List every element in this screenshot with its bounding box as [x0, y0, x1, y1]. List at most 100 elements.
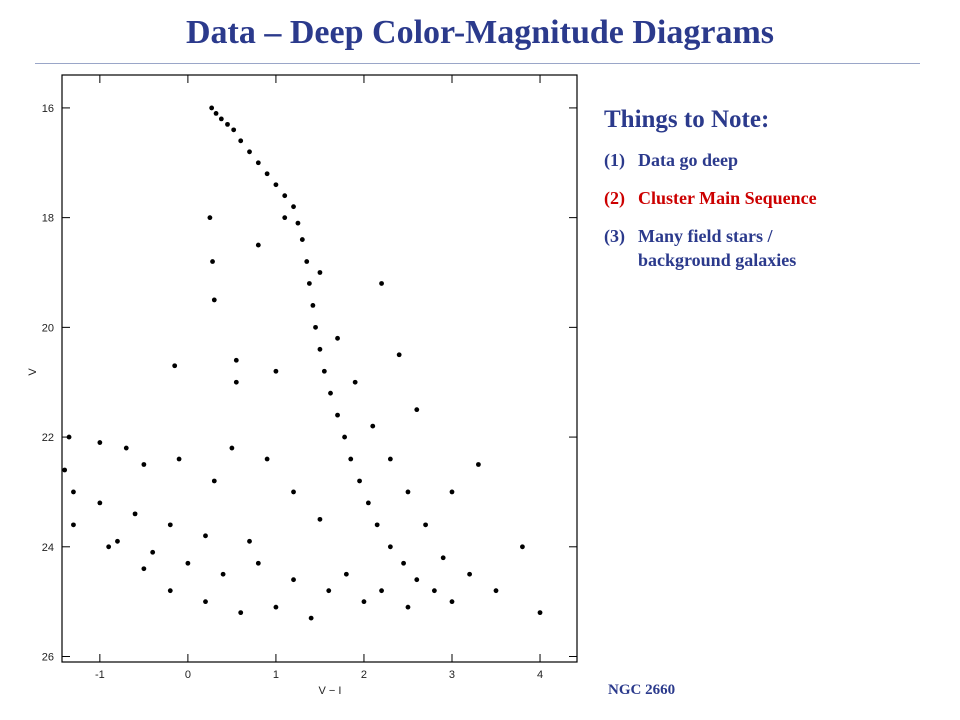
star-point: [440, 555, 446, 561]
note-number: (2): [604, 188, 625, 208]
star-point: [211, 297, 217, 303]
star-point: [185, 560, 191, 566]
star-point: [317, 346, 323, 352]
star-point: [211, 478, 217, 484]
star-point: [220, 571, 226, 577]
star-point: [233, 379, 239, 385]
star-point: [167, 588, 173, 594]
star-point: [255, 560, 261, 566]
star-point: [414, 407, 420, 413]
star-point: [352, 379, 358, 385]
star-point: [313, 324, 318, 330]
star-point: [238, 610, 244, 616]
star-point: [291, 577, 296, 583]
notes-heading: Things to Note:: [604, 106, 770, 133]
star-point: [213, 111, 219, 116]
x-tick-label: 2: [361, 669, 367, 681]
star-point: [357, 478, 362, 484]
star-point: [209, 105, 215, 111]
star-point: [299, 237, 305, 242]
star-point: [66, 434, 72, 440]
star-point: [247, 538, 252, 544]
star-point: [167, 522, 173, 528]
star-point: [233, 357, 239, 363]
star-point: [306, 281, 312, 286]
star-point: [141, 566, 147, 572]
star-point: [207, 215, 213, 221]
star-point: [210, 259, 215, 264]
star-point: [97, 500, 103, 506]
star-point: [132, 511, 138, 517]
star-point: [141, 462, 147, 467]
star-point: [231, 127, 237, 133]
star-point: [255, 242, 261, 248]
star-point: [401, 560, 406, 566]
star-point: [396, 352, 402, 358]
star-point: [361, 599, 367, 605]
star-point: [405, 489, 411, 495]
star-point: [97, 440, 103, 445]
x-tick-label: 4: [537, 669, 543, 681]
star-point: [71, 522, 76, 528]
note-text: Many field stars / background galaxies: [638, 226, 797, 270]
note-number: (1): [604, 150, 625, 170]
y-axis-label: V: [27, 368, 39, 376]
plot-frame: [61, 74, 578, 663]
note-text: Data go deep: [638, 150, 738, 170]
note-item: (2) Cluster Main Sequence: [604, 186, 934, 210]
star-point: [264, 171, 270, 177]
star-point: [317, 270, 323, 275]
star-point: [537, 610, 543, 616]
star-point: [449, 599, 455, 605]
y-tick-label: 18: [42, 213, 54, 225]
star-point: [203, 533, 208, 539]
star-point: [255, 160, 261, 166]
star-point: [62, 467, 68, 473]
star-point: [225, 121, 230, 127]
star-point: [218, 116, 224, 122]
star-point: [335, 335, 340, 341]
star-point: [405, 604, 411, 610]
note-number: (3): [604, 226, 625, 246]
star-point: [365, 500, 371, 506]
star-point: [335, 412, 340, 418]
star-point: [291, 489, 296, 495]
star-point: [493, 588, 499, 594]
star-point: [282, 215, 288, 221]
note-text: Cluster Main Sequence: [638, 188, 817, 208]
star-point: [282, 193, 288, 199]
star-point: [317, 516, 323, 522]
y-tick-label: 22: [42, 432, 54, 444]
note-item: (3) Many field stars / background galaxie…: [604, 224, 934, 272]
y-tick-label: 16: [42, 103, 54, 115]
y-tick-label: 20: [42, 322, 54, 334]
star-point: [476, 462, 481, 467]
star-point: [203, 599, 208, 605]
y-tick-label: 24: [42, 542, 54, 554]
star-point: [291, 204, 296, 210]
star-point: [414, 577, 420, 583]
star-point: [229, 445, 235, 451]
star-point: [247, 149, 252, 155]
star-point: [379, 281, 384, 286]
x-tick-label: 1: [273, 669, 279, 681]
x-axis-label: V − I: [319, 685, 342, 697]
star-point: [264, 456, 270, 462]
star-point: [71, 489, 76, 495]
star-point: [374, 522, 380, 528]
star-point: [321, 368, 327, 374]
star-point: [304, 259, 310, 264]
star-point: [273, 368, 279, 374]
slide-title: Data – Deep Color-Magnitude Diagrams: [186, 14, 774, 51]
star-point: [123, 445, 129, 451]
star-point: [295, 220, 301, 226]
star-point: [106, 544, 112, 550]
star-point: [310, 303, 316, 308]
y-tick-label: 26: [42, 652, 54, 664]
x-tick-label: -1: [95, 669, 105, 681]
star-point: [342, 434, 347, 440]
star-point: [431, 588, 437, 594]
star-point: [115, 538, 120, 544]
x-tick-label: 3: [449, 669, 455, 681]
